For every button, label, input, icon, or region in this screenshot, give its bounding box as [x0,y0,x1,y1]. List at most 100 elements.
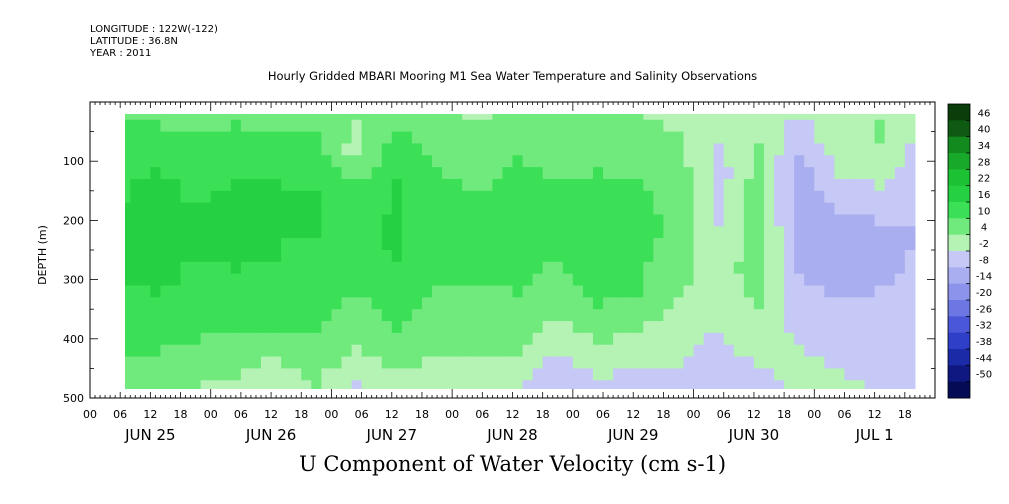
heatmap-cell [462,356,473,369]
x-tick-label: 12 [385,408,399,421]
heatmap-cell [552,285,564,298]
heatmap-cell [763,155,775,168]
heatmap-cell [623,332,634,346]
heatmap-cell [160,250,172,263]
heatmap-cell [432,261,443,275]
heatmap-cell [502,321,514,334]
heatmap-cell [522,202,534,216]
heatmap-cell [125,202,131,216]
heatmap-cell [784,332,795,346]
heatmap-cell [492,297,504,310]
heatmap-cell [884,321,896,334]
heatmap-cell [733,202,745,216]
heatmap-cell [683,297,695,310]
heatmap-cell [502,119,514,133]
heatmap-cell [562,214,574,227]
heatmap-cell [271,285,282,298]
heatmap-cell [733,238,745,251]
heatmap-cell [834,238,846,251]
heatmap-cell [250,250,262,263]
heatmap-cell [723,309,735,322]
heatmap-cell [552,321,564,334]
heatmap-cell [492,155,504,168]
heatmap-cell [341,167,353,180]
heatmap-cell [763,380,775,389]
heatmap-cell [512,380,524,389]
heatmap-cell [854,332,866,346]
heatmap-cell [230,238,242,251]
heatmap-cell [562,178,574,192]
heatmap-cell [492,368,504,381]
heatmap-cell [562,143,574,156]
heatmap-cell [603,380,614,389]
heatmap-cell [381,297,393,310]
heatmap-cell [331,273,343,287]
heatmap-cell [301,119,312,133]
heatmap-cell [884,297,896,310]
heatmap-cell [341,250,353,263]
heatmap-cell [733,380,745,389]
heatmap-cell [804,190,815,204]
heatmap-cell [733,250,745,263]
heatmap-cell [542,114,554,121]
heatmap-cell [180,356,192,369]
heatmap-cell [311,297,322,310]
heatmap-cell [170,238,182,251]
heatmap-cell [582,368,594,381]
heatmap-cell [753,155,765,168]
heatmap-cell [492,344,504,358]
heatmap-cell [351,190,363,204]
heatmap-cell [442,309,453,322]
heatmap-cell [603,321,614,334]
heatmap-cell [261,285,272,298]
heatmap-cell [703,297,715,310]
heatmap-cell [210,261,222,275]
heatmap-cell [673,131,685,145]
heatmap-cell [381,332,393,346]
heatmap-cell [200,285,212,298]
heatmap-cell [894,285,906,298]
heatmap-cell [874,356,886,369]
heatmap-cell [562,250,574,263]
heatmap-cell [482,273,493,287]
heatmap-cell [854,114,866,121]
heatmap-cell [190,261,202,275]
heatmap-cell [753,202,765,216]
heatmap-cell [281,143,292,156]
heatmap-cell [874,238,886,251]
heatmap-cell [271,143,282,156]
heatmap-cell [572,285,584,298]
heatmap-cell [743,155,755,168]
heatmap-cell [502,226,514,239]
heatmap-cell [834,250,846,263]
heatmap-cell [240,178,252,192]
heatmap-cell [522,238,534,251]
heatmap-cell [814,380,825,389]
heatmap-cell [125,332,131,346]
heatmap-cell [190,273,202,287]
heatmap-cell [562,226,574,239]
heatmap-cell [814,238,825,251]
heatmap-cell [452,356,463,369]
heatmap-cell [603,250,614,263]
heatmap-cell [723,155,735,168]
heatmap-cell [814,368,825,381]
heatmap-cell [125,155,131,168]
heatmap-cell [125,261,131,275]
heatmap-cell [532,309,544,322]
heatmap-cell [442,332,453,346]
heatmap-cell [693,214,705,227]
heatmap-cell [814,297,825,310]
heatmap-cell [693,380,705,389]
heatmap-cell [824,178,836,192]
heatmap-cell [301,368,312,381]
heatmap-cell [884,380,896,389]
heatmap-cell [341,238,353,251]
heatmap-cell [180,167,192,180]
heatmap-cell [512,119,524,133]
heatmap-cell [301,202,312,216]
heatmap-cell [220,131,232,145]
heatmap-cell [482,238,493,251]
heatmap-cell [210,344,222,358]
heatmap-cell [673,202,685,216]
